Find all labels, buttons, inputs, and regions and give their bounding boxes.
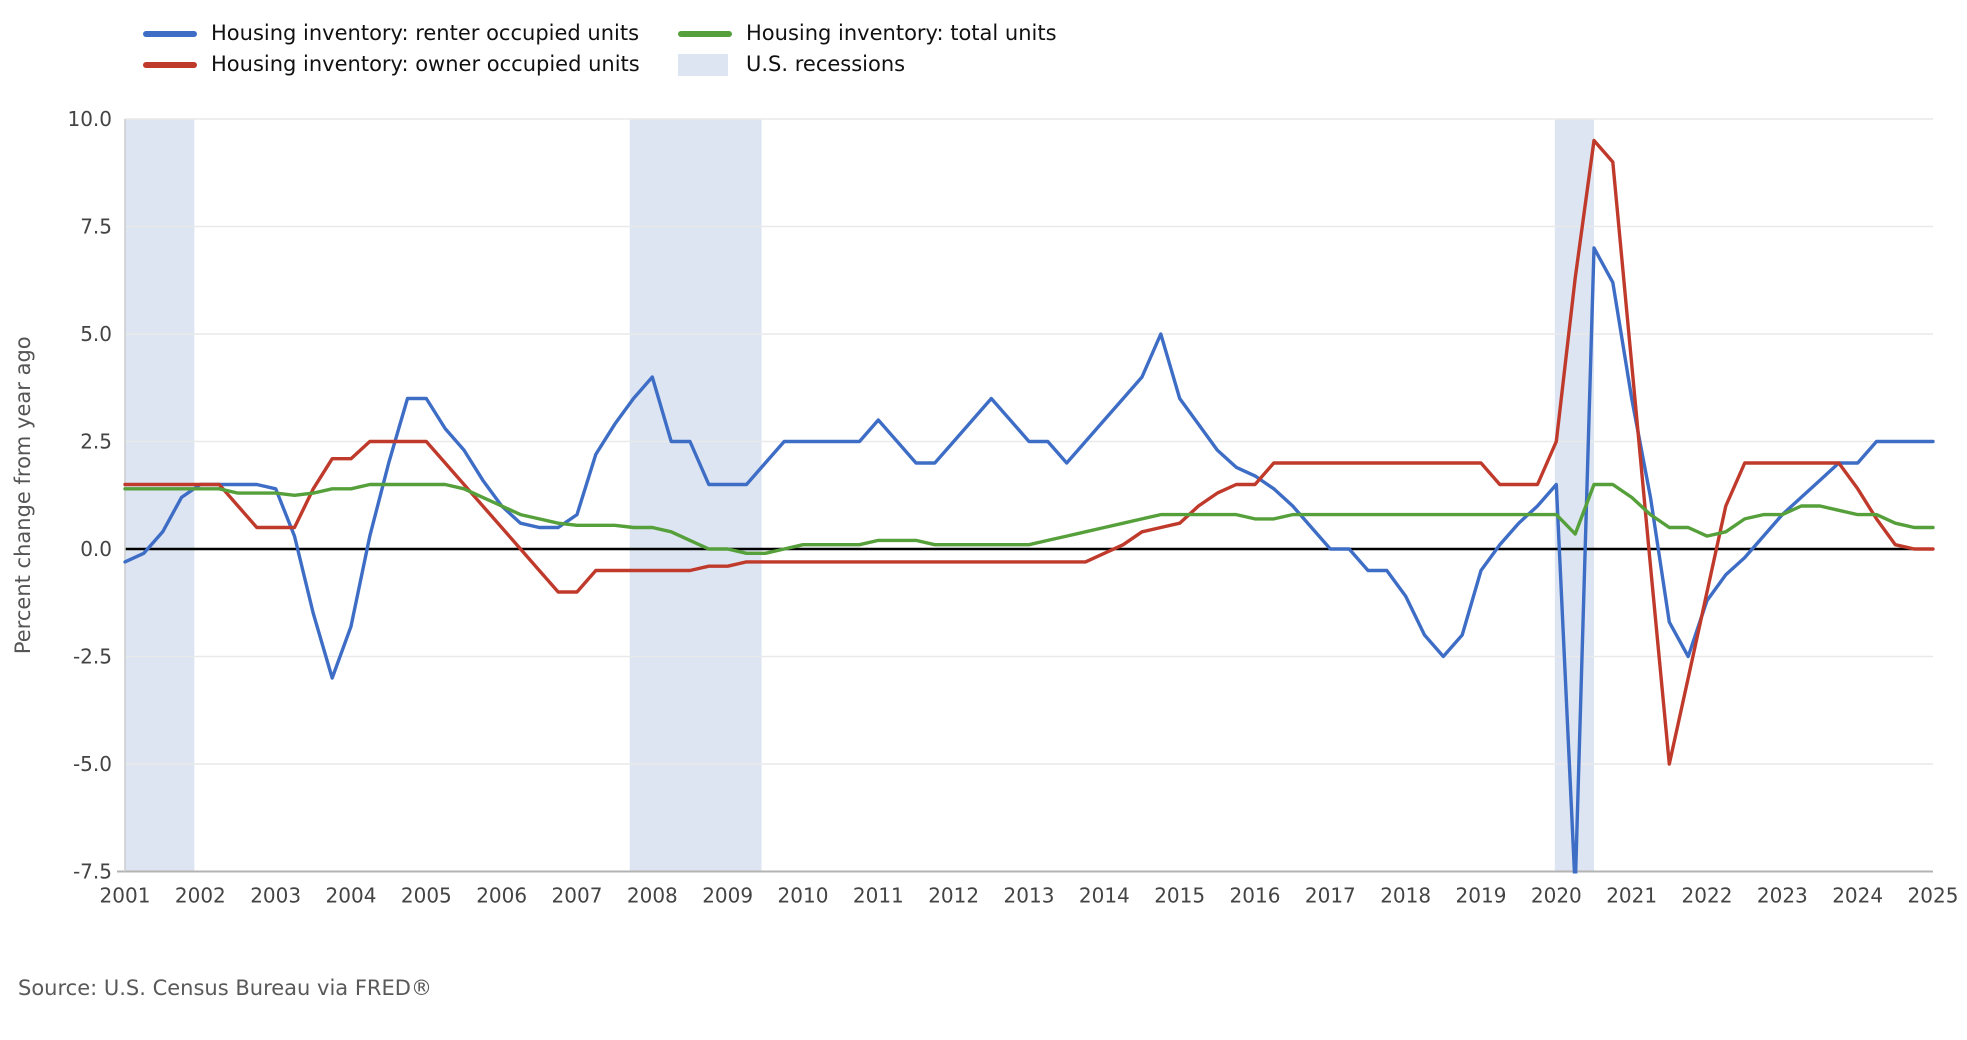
- source-citation: Source: U.S. Census Bureau via FRED®: [18, 976, 432, 1000]
- y-tick-label: -5.0: [73, 752, 112, 776]
- legend-item-total-units[interactable]: Housing inventory: total units: [678, 23, 1057, 44]
- x-tick-label: 2018: [1380, 884, 1431, 908]
- x-tick-label: 2003: [250, 884, 301, 908]
- legend-item-owner-occupied[interactable]: Housing inventory: owner occupied units: [143, 54, 678, 75]
- x-tick-label: 2006: [476, 884, 527, 908]
- legend-band-swatch-recessions-icon: [678, 53, 732, 76]
- legend-label-owner: Housing inventory: owner occupied units: [211, 52, 640, 76]
- x-tick-label: 2002: [175, 884, 226, 908]
- legend-label-total: Housing inventory: total units: [746, 21, 1057, 45]
- chart-legend: Housing inventory: renter occupied units…: [143, 18, 1057, 80]
- legend-line-swatch-renter-icon: [143, 30, 197, 37]
- x-tick-label: 2011: [853, 884, 904, 908]
- x-tick-label: 2005: [401, 884, 452, 908]
- x-tick-label: 2009: [702, 884, 753, 908]
- legend-line-swatch-owner-icon: [143, 61, 197, 68]
- x-tick-label: 2010: [778, 884, 829, 908]
- y-tick-label: 10.0: [67, 107, 112, 131]
- x-tick-label: 2024: [1832, 884, 1883, 908]
- legend-label-renter: Housing inventory: renter occupied units: [211, 21, 640, 45]
- legend-label-recessions: U.S. recessions: [746, 52, 906, 76]
- x-tick-label: 2004: [326, 884, 377, 908]
- legend-item-renter-occupied[interactable]: Housing inventory: renter occupied units: [143, 23, 678, 44]
- x-tick-label: 2022: [1682, 884, 1733, 908]
- x-tick-label: 2012: [928, 884, 979, 908]
- x-tick-label: 2019: [1456, 884, 1507, 908]
- x-tick-label: 2021: [1606, 884, 1657, 908]
- legend-item-us-recessions[interactable]: U.S. recessions: [678, 52, 1057, 76]
- x-tick-label: 2020: [1531, 884, 1582, 908]
- x-tick-label: 2025: [1908, 884, 1959, 908]
- x-tick-label: 2013: [1004, 884, 1055, 908]
- x-tick-label: 2023: [1757, 884, 1808, 908]
- y-tick-label: -2.5: [73, 645, 112, 669]
- y-tick-label: 5.0: [80, 322, 112, 346]
- x-tick-label: 2015: [1154, 884, 1205, 908]
- series-line-owner: [123, 138, 1935, 766]
- legend-line-swatch-total-icon: [678, 30, 732, 37]
- x-tick-label: 2001: [100, 884, 151, 908]
- x-tick-label: 2017: [1305, 884, 1356, 908]
- recession-band: [629, 119, 762, 872]
- y-tick-label: -7.5: [73, 860, 112, 884]
- series-line-total: [123, 482, 1935, 555]
- y-tick-label: 7.5: [80, 215, 112, 239]
- y-tick-label: 0.0: [80, 537, 112, 561]
- x-tick-label: 2016: [1230, 884, 1281, 908]
- x-tick-label: 2007: [552, 884, 603, 908]
- x-tick-label: 2008: [627, 884, 678, 908]
- y-axis-title: Percent change from year ago: [11, 336, 35, 654]
- x-tick-label: 2014: [1079, 884, 1130, 908]
- series-line-renter: [123, 246, 1935, 874]
- y-tick-label: 2.5: [80, 430, 112, 454]
